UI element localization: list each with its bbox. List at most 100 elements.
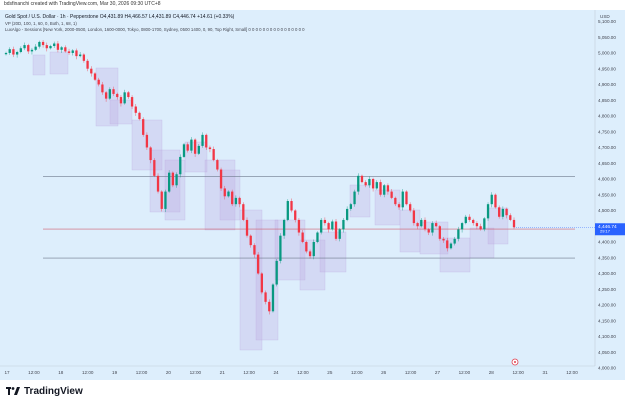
candle-body <box>279 235 282 261</box>
candle <box>397 202 401 210</box>
candle-body <box>323 219 327 224</box>
price-tick-label: 4,100.00 <box>598 334 616 339</box>
candle-body <box>156 175 160 192</box>
candle <box>427 228 430 236</box>
candle <box>123 89 126 105</box>
candle <box>434 220 438 228</box>
candle-body <box>216 160 219 170</box>
time-axis-background[interactable] <box>0 366 625 380</box>
time-axis-ticks: 17 12:00 18 12:00 19 12:00 20 12:00 21 12:00 24 12:… <box>4 370 578 375</box>
event-marker-dot <box>514 361 516 363</box>
candle-body <box>67 51 71 53</box>
time-tick-label: 12:00 <box>136 370 148 375</box>
candle-body <box>401 191 404 208</box>
candle <box>242 202 245 222</box>
price-tick-label: 4,850.00 <box>598 98 616 103</box>
session-box <box>164 159 186 221</box>
candle <box>327 221 330 233</box>
candle-body <box>234 197 238 205</box>
tradingview-logo[interactable]: TradingView <box>6 384 83 398</box>
candle <box>345 206 349 222</box>
candle <box>483 217 486 232</box>
countdown-value: 29:17 <box>600 228 611 233</box>
candle-body <box>457 229 460 239</box>
session-box <box>49 51 69 75</box>
candle-body <box>468 216 471 220</box>
candle-body <box>479 226 482 230</box>
candle <box>260 272 264 295</box>
price-tick-label: 5,050.00 <box>598 35 616 40</box>
candle <box>442 236 445 243</box>
candle <box>509 213 512 222</box>
candle <box>334 218 338 241</box>
created-with-text: bdsfinanchi created with TradingView.com… <box>4 1 161 7</box>
candle <box>364 180 367 188</box>
candle <box>134 103 137 116</box>
session-boxes <box>32 51 509 351</box>
candle <box>8 47 11 55</box>
candle-body <box>4 52 8 55</box>
candle <box>464 214 467 225</box>
time-tick-label: 12:00 <box>28 370 40 375</box>
chart-frame[interactable]: 5,100.00 5,050.00 5,000.00 4,950.00 4,900.00… <box>0 10 625 380</box>
candle <box>205 133 208 150</box>
candle-body <box>49 46 52 49</box>
candle <box>286 199 289 222</box>
candle <box>460 221 464 233</box>
candle-body <box>56 43 60 50</box>
candle-body <box>53 43 56 47</box>
price-chart[interactable]: 5,100.00 5,050.00 5,000.00 4,950.00 4,900.00… <box>0 10 625 380</box>
time-tick-label: 12:00 <box>243 370 255 375</box>
candle <box>149 146 152 164</box>
candle <box>56 40 60 53</box>
candle-body <box>116 93 119 98</box>
session-box <box>255 219 279 341</box>
session-box <box>399 209 421 253</box>
session-box <box>439 237 471 273</box>
candle-body <box>182 144 186 157</box>
candle-body <box>186 144 189 151</box>
candle-body <box>338 229 341 239</box>
time-tick-label: 17 <box>4 370 10 375</box>
candle <box>19 46 22 54</box>
candle-body <box>501 208 505 217</box>
candle <box>53 41 56 48</box>
candle-body <box>123 92 126 104</box>
candle <box>498 205 501 219</box>
plot-background[interactable] <box>0 10 595 370</box>
candle-body <box>271 284 275 312</box>
candle <box>331 219 334 231</box>
candle <box>219 167 223 191</box>
candle-body <box>101 84 104 93</box>
session-box <box>219 169 241 221</box>
candle-body <box>223 188 226 197</box>
candle <box>116 92 119 100</box>
candle <box>223 185 226 200</box>
candle <box>512 217 516 230</box>
candle-body <box>345 208 349 220</box>
candle-body <box>282 219 286 236</box>
candle <box>505 207 508 219</box>
candle-body <box>97 79 100 85</box>
footer: TradingView <box>0 380 625 402</box>
candle-body <box>379 182 382 195</box>
candle-body <box>490 194 493 205</box>
price-axis-background[interactable] <box>595 10 625 370</box>
candle-body <box>308 251 312 257</box>
candle-body <box>409 204 412 211</box>
candle-body <box>475 223 479 227</box>
candle-body <box>253 245 256 255</box>
candle <box>386 183 390 195</box>
candle <box>409 202 412 213</box>
candle <box>405 190 408 206</box>
time-tick-label: 12:00 <box>459 370 471 375</box>
candle-body <box>160 191 163 209</box>
price-tick-label: 4,300.00 <box>598 271 616 276</box>
event-marker[interactable] <box>511 358 519 366</box>
time-tick-label: 12:00 <box>190 370 202 375</box>
candle-body <box>208 147 212 150</box>
candle <box>301 230 304 244</box>
price-tick-label: 5,000.00 <box>598 51 616 56</box>
candle-body <box>320 219 323 233</box>
candle <box>253 243 256 258</box>
